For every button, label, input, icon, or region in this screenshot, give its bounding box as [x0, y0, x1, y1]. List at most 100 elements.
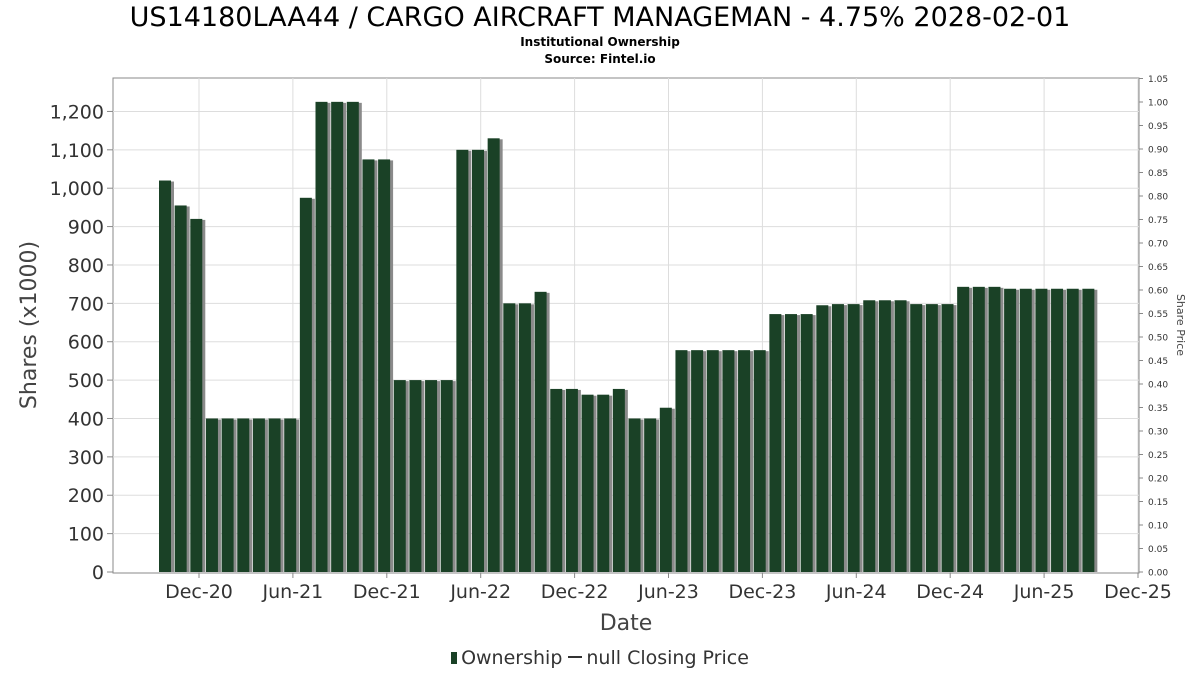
y-tick-label: 800: [68, 255, 104, 277]
ownership-bar: [1051, 288, 1064, 572]
ownership-bar: [268, 418, 281, 572]
ownership-bar: [706, 350, 719, 572]
ownership-bar: [1019, 288, 1032, 572]
y2-tick-label: 0.80: [1148, 193, 1168, 203]
ownership-bar: [831, 304, 844, 572]
ownership-bar: [174, 205, 187, 572]
ownership-bar: [456, 149, 469, 572]
ownership-bar: [237, 418, 250, 572]
y2-axis: 0.00 0.05 0.10 0.15 0.20 0.25 0.30 0.35 0.40 0.45…: [1139, 75, 1168, 579]
ownership-bar: [159, 180, 171, 573]
y2-tick-label: 0.95: [1148, 122, 1168, 132]
y-tick-label: 500: [68, 370, 104, 392]
ownership-bar: [190, 218, 203, 573]
y-tick-label: 1,000: [50, 178, 104, 200]
y2-tick-label: 0.25: [1148, 451, 1168, 461]
ownership-bar: [925, 304, 938, 572]
chart-subtitle: Institutional Ownership: [520, 35, 680, 49]
ownership-bar: [785, 314, 797, 572]
ownership-bar: [284, 418, 297, 572]
ownership-bar: [988, 286, 1001, 572]
ownership-bar: [378, 159, 391, 573]
ownership-bar: [518, 303, 531, 572]
ownership-bar: [878, 300, 891, 572]
y2-tick-label: 1.05: [1148, 75, 1168, 85]
ownership-bar: [1035, 288, 1048, 572]
y2-tick-label: 0.90: [1148, 146, 1168, 156]
x-tick-label: Dec-22: [541, 581, 609, 603]
ownership-bar: [1004, 288, 1017, 572]
ownership-bar: [205, 418, 218, 572]
y2-tick-label: 0.60: [1148, 287, 1168, 297]
ownership-bar: [691, 350, 704, 572]
ownership-bar: [800, 314, 813, 572]
y2-tick-label: 1.00: [1148, 99, 1168, 109]
y2-tick-label: 0.45: [1148, 357, 1168, 367]
ownership-legend-swatch: [451, 652, 458, 664]
y-tick-label: 300: [68, 447, 104, 469]
ownership-bar: [972, 286, 985, 572]
x-axis: Dec-20 Jun-21 Dec-21 Jun-22 Dec-22 Jun-23 Dec-…: [113, 572, 1172, 603]
ownership-bar: [503, 303, 516, 572]
y-tick-label: 900: [68, 217, 104, 239]
x-tick-label: Dec-21: [353, 581, 421, 603]
y-tick-label: 1,100: [50, 140, 104, 162]
y2-tick-label: 0.40: [1148, 381, 1168, 391]
ownership-bar: [738, 350, 751, 572]
ownership-bar: [362, 159, 375, 573]
ownership-bar: [847, 304, 860, 572]
ownership-bar: [910, 304, 923, 572]
ownership-bar: [534, 291, 547, 572]
ownership-bar: [722, 350, 735, 572]
y2-tick-label: 0.20: [1148, 475, 1168, 485]
ownership-bar: [644, 418, 657, 572]
y-axis-label: Shares (x1000): [17, 241, 42, 409]
ownership-bar: [816, 305, 829, 572]
legend-price-label: null Closing Price: [586, 647, 749, 669]
ownership-bar: [1066, 288, 1079, 572]
x-tick-label: Dec-25: [1104, 581, 1172, 603]
x-tick-label: Dec-24: [916, 581, 984, 603]
ownership-bar: [299, 197, 312, 573]
x-tick-label: Jun-25: [1013, 581, 1075, 603]
chart-source: Source: Fintel.io: [544, 52, 656, 66]
ownership-bar: [581, 394, 594, 572]
y2-tick-label: 0.00: [1148, 569, 1168, 579]
ownership-bar: [487, 138, 500, 572]
ownership-bar: [346, 101, 359, 572]
ownership-bar: [597, 394, 610, 572]
ownership-bar: [393, 380, 406, 572]
y2-tick-label: 0.70: [1148, 240, 1168, 250]
ownership-bar: [957, 286, 970, 572]
y2-tick-label: 0.65: [1148, 263, 1168, 273]
ownership-bar: [659, 407, 672, 572]
x-tick-label: Jun-21: [262, 581, 324, 603]
chart-title: US14180LAA44 / CARGO AIRCRAFT MANAGEMAN …: [129, 2, 1071, 33]
x-axis-label: Date: [600, 611, 653, 636]
ownership-bar: [1082, 288, 1095, 572]
y2-tick-label: 0.15: [1148, 498, 1168, 508]
y-tick-label: 200: [68, 485, 104, 507]
price-legend-line: [568, 656, 583, 658]
ownership-bar: [628, 418, 641, 572]
x-tick-label: Jun-22: [449, 581, 511, 603]
ownership-bar: [753, 350, 766, 572]
ownership-bar: [440, 380, 453, 572]
ownership-bar: [331, 101, 344, 572]
ownership-bar: [769, 314, 782, 572]
x-tick-label: Jun-24: [825, 581, 887, 603]
x-tick-label: Dec-20: [165, 581, 233, 603]
ownership-bar: [894, 300, 907, 572]
y2-tick-label: 0.10: [1148, 522, 1168, 532]
ownership-bar: [409, 380, 422, 572]
ownership-bar: [612, 388, 625, 572]
y2-tick-label: 0.55: [1148, 310, 1168, 320]
y2-tick-label: 0.75: [1148, 216, 1168, 226]
y-tick-label: 1,200: [50, 101, 104, 123]
ownership-bar: [863, 300, 876, 572]
y2-tick-label: 0.85: [1148, 169, 1168, 179]
legend: Ownership null Closing Price: [0, 647, 1200, 669]
y-tick-label: 700: [68, 293, 104, 315]
ownership-bar: [425, 380, 438, 572]
